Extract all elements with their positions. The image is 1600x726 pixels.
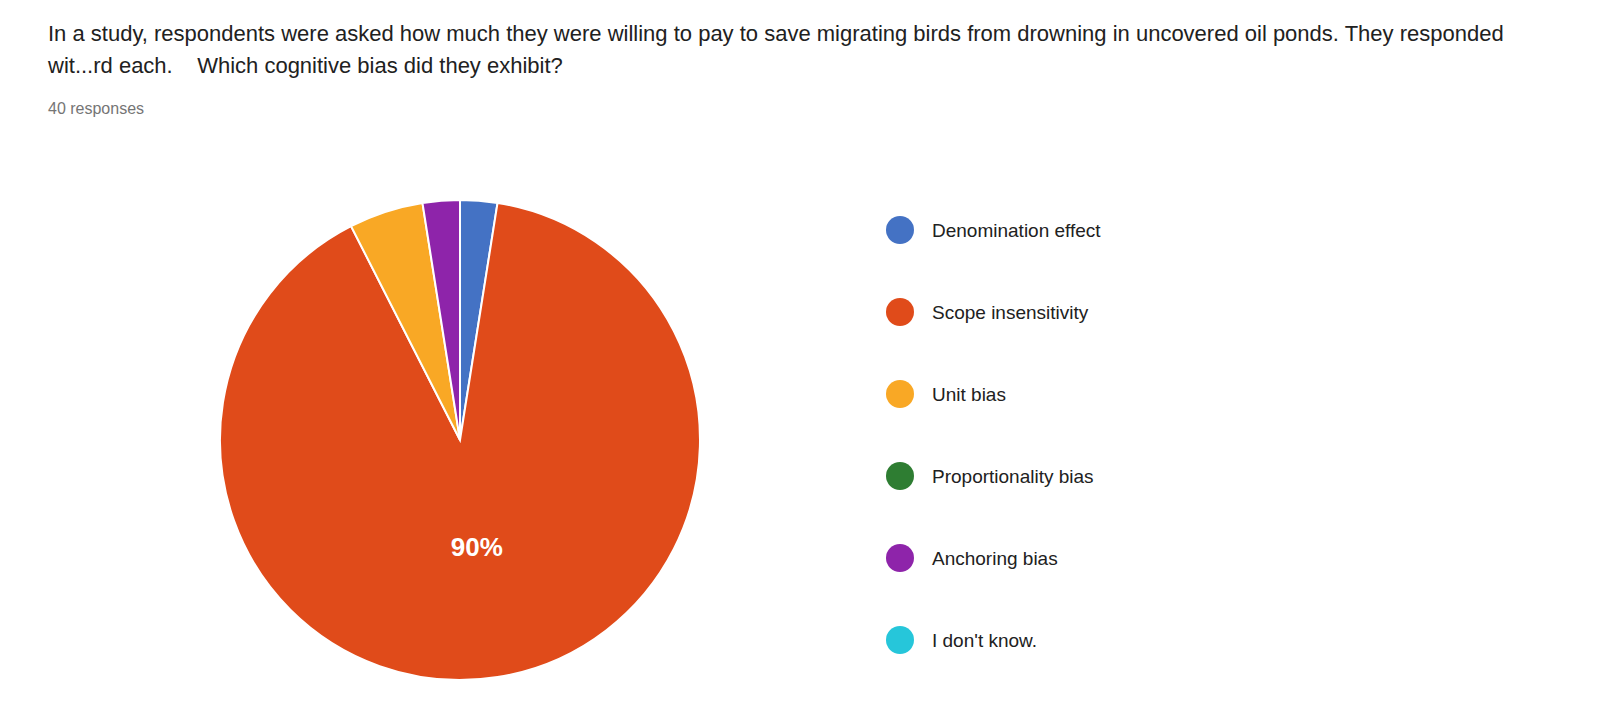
- data-labels: 90%: [451, 532, 503, 562]
- subtitle: 40 responses: [48, 100, 144, 118]
- legend-marker: [886, 544, 914, 572]
- legend-label: Scope insensitivity: [932, 302, 1089, 323]
- data-label: 90%: [451, 532, 503, 562]
- legend-label: Denomination effect: [932, 220, 1101, 241]
- title: In a study, respondents were asked how m…: [48, 18, 1548, 82]
- legend-label: Unit bias: [932, 384, 1006, 405]
- legend-label: I don't know.: [932, 630, 1037, 651]
- legend-marker: [886, 298, 914, 326]
- legend-marker: [886, 462, 914, 490]
- legend-label: Proportionality bias: [932, 466, 1094, 487]
- pie: [220, 200, 700, 680]
- legend-marker: [886, 380, 914, 408]
- legend-marker: [886, 626, 914, 654]
- legend: Denomination effect Scope insensitivity Un…: [886, 216, 1101, 654]
- pie-slice: [422, 200, 460, 440]
- legend-label: Anchoring bias: [932, 548, 1058, 569]
- legend-marker: [886, 216, 914, 244]
